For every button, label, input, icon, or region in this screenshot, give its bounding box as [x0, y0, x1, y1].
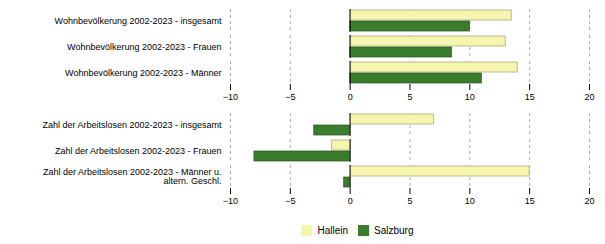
- html-text:Salzburg: Salzburg: [374, 225, 414, 236]
- svg-text:Wohnbevölkerung 2002-2023 - in: Wohnbevölkerung 2002-2023 - insgesamt: [55, 16, 222, 26]
- svg-text:Wohnbevölkerung 2002-2023 - Fr: Wohnbevölkerung 2002-2023 - Frauen: [67, 42, 221, 52]
- svg-text:10: 10: [465, 92, 475, 102]
- svg-text:20: 20: [584, 196, 594, 206]
- svg-text:Wohnbevölkerung 2002-2023 - Mä: Wohnbevölkerung 2002-2023 - Männer: [65, 68, 221, 78]
- svg-text:−10: −10: [223, 92, 238, 102]
- svg-text:−5: −5: [285, 196, 295, 206]
- svg-text:Zahl der Arbeitslosen 2002-202: Zahl der Arbeitslosen 2002-2023 - insges…: [42, 120, 222, 130]
- svg-text:20: 20: [584, 92, 594, 102]
- svg-text:−10: −10: [223, 196, 238, 206]
- svg-text:10: 10: [465, 196, 475, 206]
- html-text:Hallein: Hallein: [317, 225, 348, 236]
- svg-text:−5: −5: [285, 92, 295, 102]
- svg-text:5: 5: [407, 92, 412, 102]
- svg-text:0: 0: [348, 196, 353, 206]
- svg-text:15: 15: [525, 92, 535, 102]
- svg-text:0: 0: [348, 92, 353, 102]
- svg-text:15: 15: [525, 196, 535, 206]
- svg-text:Zahl der Arbeitslosen 2002-202: Zahl der Arbeitslosen 2002-2023 - Frauen: [55, 146, 222, 156]
- svg-text:5: 5: [407, 196, 412, 206]
- svg-text:Zahl der Arbeitslosen 2002-202: Zahl der Arbeitslosen 2002-2023 - Männer…: [43, 167, 222, 186]
